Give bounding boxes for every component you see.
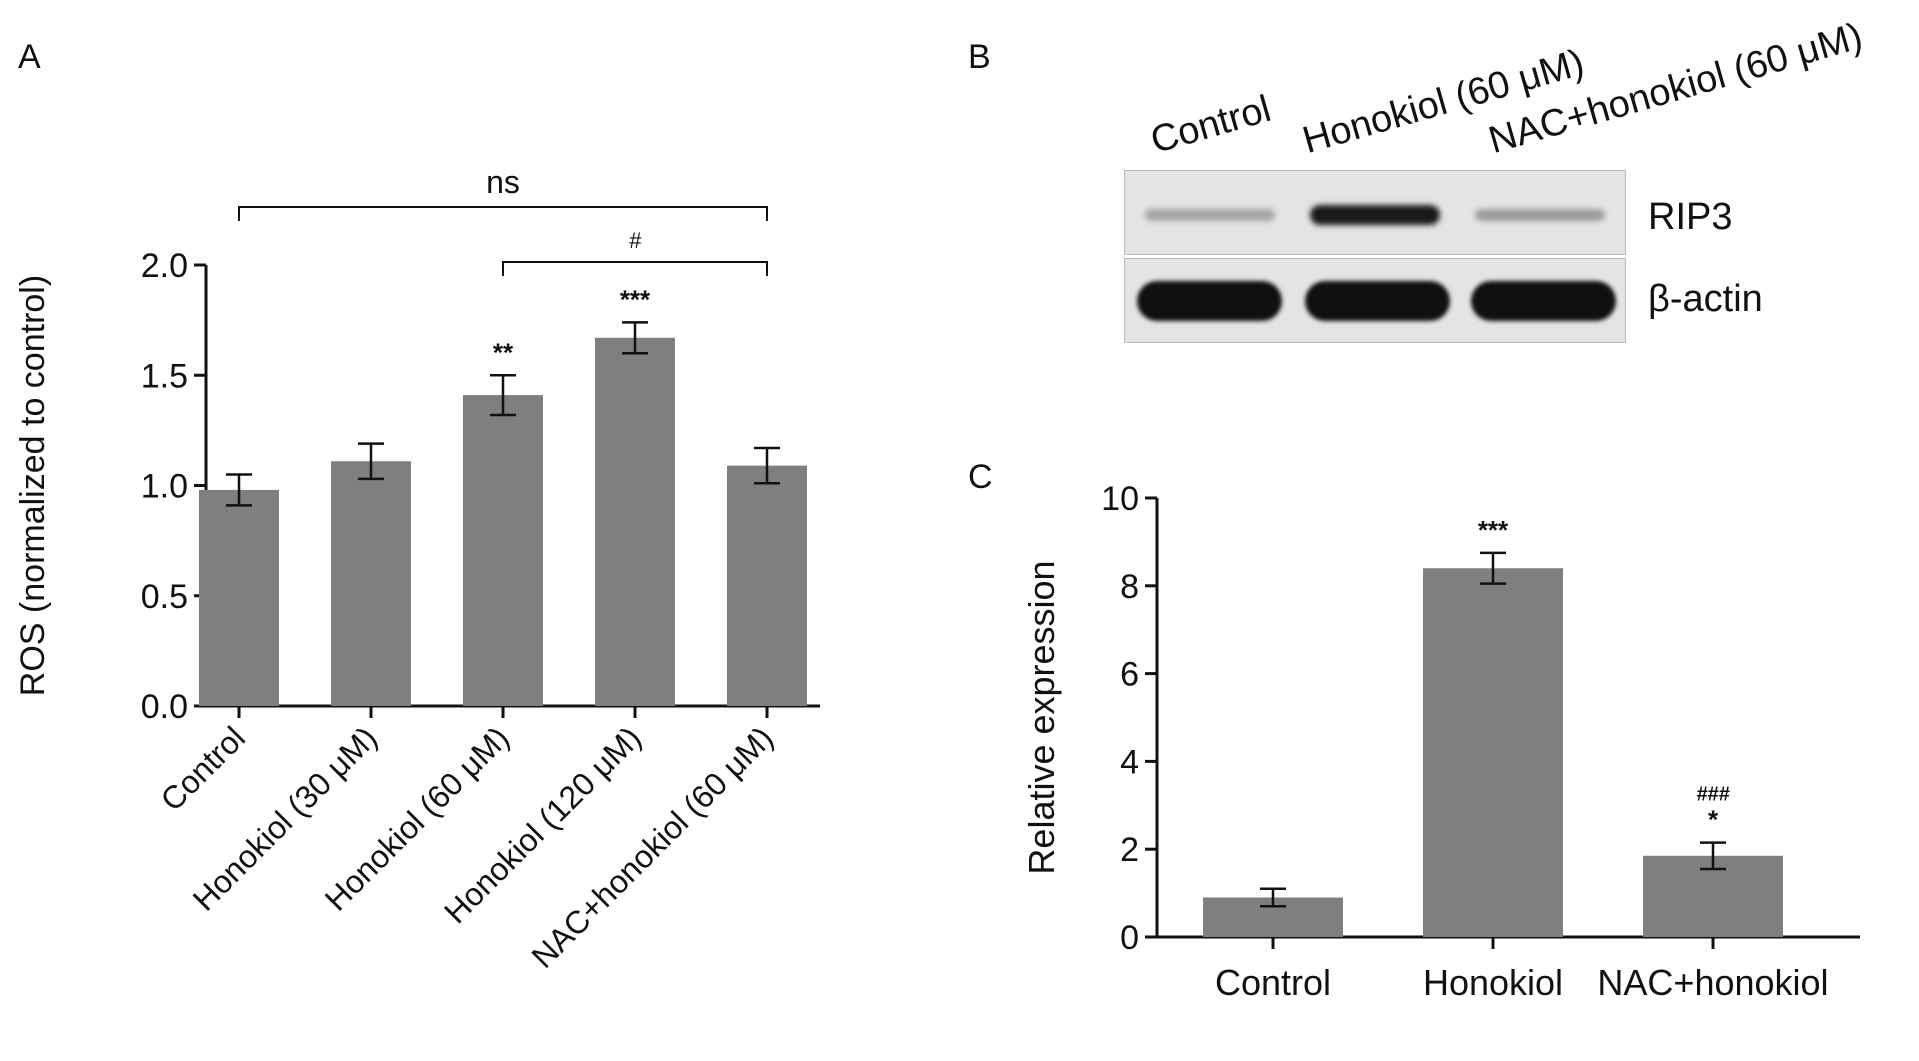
blot-band [1305, 281, 1450, 321]
y-tick-label: 0.5 [141, 578, 188, 616]
blot-row-rip3 [1124, 170, 1626, 255]
bracket-label: # [629, 228, 642, 253]
blot-row-label: β-actin [1648, 278, 1763, 320]
blot-band [1137, 281, 1282, 321]
blot-band [1475, 209, 1605, 221]
bar [331, 461, 411, 706]
blot-row-label: RIP3 [1648, 196, 1733, 238]
y-tick-label: 1.0 [141, 468, 188, 506]
y-tick-label: 8 [1120, 568, 1139, 606]
significance-bracket [502, 261, 768, 276]
bar [595, 337, 675, 706]
panel-letter-a: A [18, 38, 41, 76]
y-axis-label: ROS (normalized to control) [14, 275, 52, 696]
y-axis-label: Relative expression [1021, 560, 1062, 874]
x-tick-label: Control [1215, 962, 1331, 1003]
blot-band [1310, 205, 1440, 225]
y-tick-label: 10 [1101, 480, 1139, 518]
x-tick-label: NAC+honokiol [1597, 962, 1828, 1003]
significance-label: ** [493, 337, 514, 367]
y-tick-label: 0 [1120, 919, 1139, 957]
significance-label: ### [1696, 784, 1730, 806]
y-tick-label: 1.5 [141, 357, 188, 395]
y-tick-label: 0.0 [141, 688, 188, 726]
panel-letter-b: B [968, 38, 991, 76]
bar [727, 465, 807, 706]
significance-bracket [238, 206, 768, 221]
panel-letter-c: C [968, 458, 993, 496]
blot-band [1471, 281, 1616, 321]
blot-band [1145, 209, 1275, 221]
y-tick-label: 4 [1120, 743, 1139, 781]
bar [199, 489, 279, 706]
significance-label: *** [620, 284, 651, 314]
bar [463, 395, 543, 706]
y-tick-label: 2 [1120, 831, 1139, 869]
y-tick-label: 2.0 [141, 247, 188, 285]
bracket-label: ns [486, 164, 520, 200]
y-tick-label: 6 [1120, 656, 1139, 694]
bar [1423, 568, 1563, 937]
significance-label: *** [1478, 515, 1509, 545]
x-tick-label: Honokiol [1423, 962, 1563, 1003]
significance-label: * [1708, 805, 1719, 835]
blot-row-actin [1124, 258, 1626, 343]
